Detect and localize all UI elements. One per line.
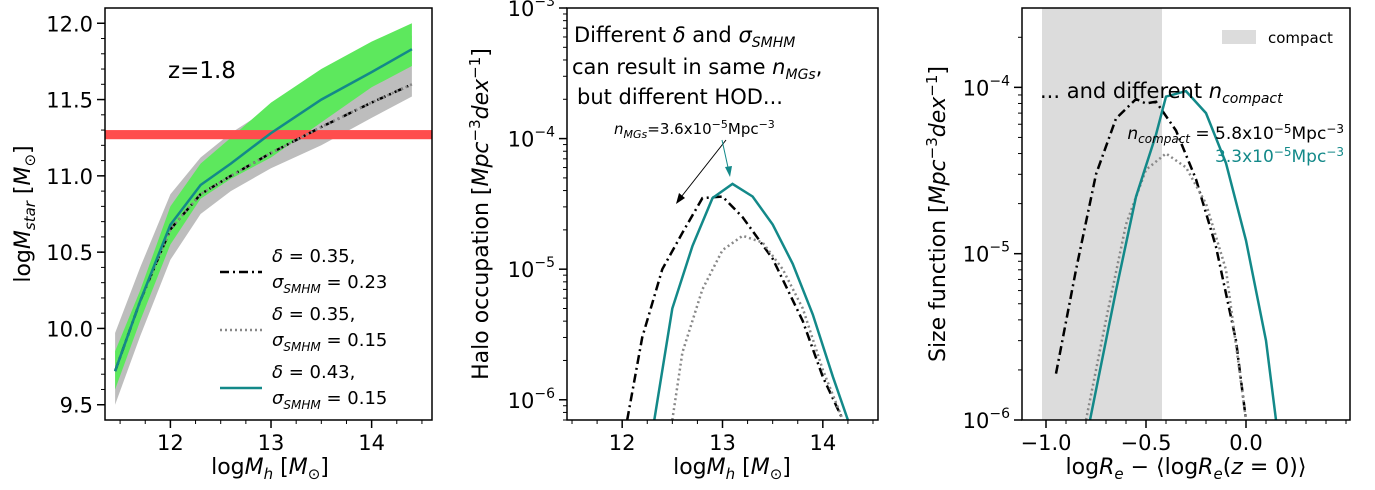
series-line-1	[671, 234, 845, 420]
n-mgs-label: nMGs=3.6x10−5Mpc−3	[614, 118, 775, 141]
x-tick-label: −0.5	[1121, 431, 1172, 455]
arrow-black	[677, 139, 727, 202]
annotation-text: Different δ and σSMHM can result in same…	[572, 23, 822, 109]
compact-region	[1042, 8, 1162, 420]
panel-smhm: 12 13 14 9.5 10.0 10.5 11.0 11.5 12.0 z=1.8 δ = …	[11, 7, 433, 483]
legend-compact-swatch	[1222, 30, 1256, 44]
series-line-0	[1054, 97, 1248, 420]
y-tick-label: 10.5	[46, 241, 93, 265]
x-tick-label: 13	[258, 431, 285, 455]
series-line-0	[625, 195, 845, 420]
legend-label-delta: δ = 0.35,	[272, 246, 355, 267]
svg-text:but different HOD...: but different HOD...	[577, 85, 783, 109]
svg-text:Different δ and σSMHM: Different δ and σSMHM	[574, 23, 795, 51]
y-tick-label: 10−5	[508, 255, 555, 282]
x-tick-label: 13	[709, 431, 736, 455]
panel-halo-occupation: 12 13 14 10−6 10−5 10−4 10−3 Different δ and σ…	[466, 0, 879, 483]
y-axis-label: logMstar [M⊙]	[11, 145, 39, 282]
x-tick-label: 0.0	[1229, 431, 1262, 455]
scatter-band-1	[115, 23, 412, 390]
arrow-black-head	[676, 193, 685, 204]
y-tick-label: 10−6	[963, 406, 1010, 433]
x-tick-label: 12	[157, 431, 184, 455]
y-tick-label: 10−5	[963, 240, 1010, 267]
legend-compact-label: compact	[1268, 29, 1333, 47]
y-tick-label: 11.0	[46, 165, 93, 189]
scatter-band-0	[115, 35, 412, 405]
legend-label-sigma: σSMHM = 0.23	[272, 272, 387, 296]
arrow-teal-head	[725, 166, 732, 177]
series-line-2	[1088, 89, 1278, 420]
x-axis-label: logRe − ⟨logRe(z = 0)⟩	[1066, 455, 1307, 483]
series-line-2	[653, 182, 850, 420]
y-tick-label: 9.5	[60, 394, 93, 418]
n-compact-label: ncompact = 5.8x10−5Mpc−3	[1127, 122, 1344, 146]
legend-label-delta: δ = 0.35,	[272, 304, 355, 325]
plot-frame	[104, 7, 433, 421]
y-tick-label: 10−6	[508, 386, 555, 413]
x-axis-label: logMh [M⊙]	[673, 455, 791, 483]
series-line-1	[1084, 151, 1248, 420]
x-tick-label: 14	[809, 431, 836, 455]
y-tick-label: 11.5	[46, 89, 93, 113]
legend: δ = 0.35, σSMHM = 0.23 δ = 0.35, σSMHM = 0.…	[220, 246, 387, 412]
y-tick-label: 10.0	[46, 317, 93, 341]
x-axis-label: logMh [M⊙]	[211, 455, 329, 483]
y-tick-label: 10−4	[963, 73, 1010, 100]
annotation-text: ... and different ncompact	[1040, 79, 1283, 107]
x-tick-label: −1.0	[1021, 431, 1072, 455]
legend-label-sigma: σSMHM = 0.15	[272, 388, 387, 412]
legend-label-delta: δ = 0.43,	[272, 362, 355, 383]
y-tick-label: 10−3	[508, 0, 555, 21]
n-compact-teal-label: 3.3x10−5Mpc−3	[1215, 145, 1344, 167]
y-tick-label: 12.0	[46, 12, 93, 36]
annotation-redshift: z=1.8	[168, 58, 236, 84]
series-line-2	[113, 48, 413, 372]
legend-label-sigma: σSMHM = 0.15	[272, 330, 387, 354]
panel-size-function: −1.0−0.50.010−610−510−410−3 compact ... …	[923, 7, 1351, 483]
x-tick-label: 14	[358, 431, 385, 455]
x-tick-label: 12	[609, 431, 636, 455]
y-axis-label: Halo occupation [Mpc−3dex−1]	[466, 48, 494, 380]
svg-text:can result in same nMGs,: can result in same nMGs,	[572, 55, 822, 83]
y-tick-label: 10−4	[508, 125, 555, 152]
y-axis-label: Size function [Mpc−3dex−1]	[923, 66, 951, 362]
